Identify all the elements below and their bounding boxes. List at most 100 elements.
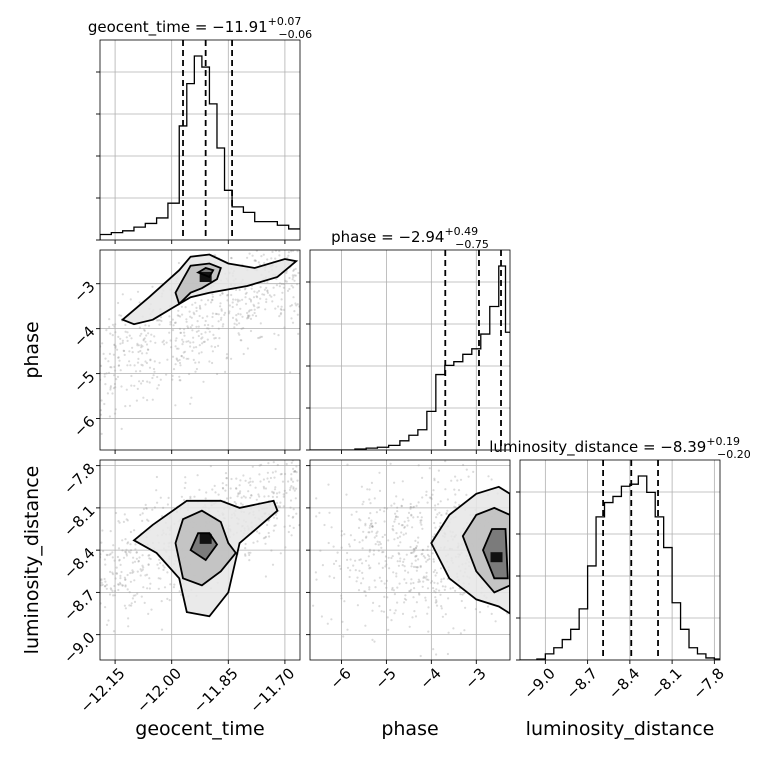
sample-point [143, 337, 146, 340]
sample-point [113, 412, 117, 415]
sample-point [100, 578, 103, 581]
sample-point [211, 298, 214, 301]
sample-point [267, 462, 270, 465]
sample-point [282, 283, 285, 286]
sample-point [127, 550, 130, 553]
sample-point [249, 480, 252, 483]
sample-point [217, 344, 220, 347]
sample-point [407, 519, 410, 522]
sample-point [380, 580, 383, 583]
sample-point [246, 317, 249, 320]
sample-point [360, 485, 363, 488]
sample-point [265, 298, 268, 301]
sample-point [151, 285, 154, 288]
sample-point [252, 303, 255, 306]
sample-point [392, 571, 395, 574]
sample-point [289, 556, 291, 558]
sample-point [387, 539, 390, 542]
sample-point [142, 507, 146, 511]
sample-point [266, 280, 269, 284]
sample-point [517, 504, 519, 506]
sample-point [348, 575, 351, 579]
sample-point [417, 558, 420, 561]
sample-point [210, 301, 213, 304]
sample-point [100, 399, 103, 402]
sample-point [192, 336, 195, 339]
sample-point [401, 524, 404, 527]
sample-point [289, 499, 293, 502]
sample-point [104, 563, 107, 566]
sample-point [295, 512, 298, 515]
sample-point [107, 360, 110, 363]
sample-point [354, 559, 357, 562]
sample-point [412, 506, 415, 509]
title-phase: phase = −2.94+0.49 −0.75 [331, 225, 489, 251]
sample-point [126, 588, 129, 591]
sample-point [141, 519, 144, 523]
sample-point [129, 364, 132, 367]
sample-point [332, 545, 335, 548]
sample-point [225, 357, 228, 360]
sample-point [115, 566, 118, 569]
sample-point [383, 506, 386, 510]
sample-point [529, 466, 531, 468]
sample-point [409, 506, 413, 509]
sample-point [180, 495, 183, 498]
panel-frame [99, 459, 301, 661]
sample-point [263, 495, 266, 498]
sample-point [356, 576, 359, 579]
sample-point [140, 595, 143, 598]
sample-point [169, 583, 172, 586]
x-tick-label: −12.15 [77, 664, 129, 716]
sample-point [271, 250, 274, 253]
sample-point [172, 586, 175, 589]
sample-point [115, 572, 118, 575]
sample-point [278, 254, 281, 257]
sample-point [254, 241, 256, 243]
sample-point [129, 543, 132, 546]
sample-point [440, 514, 443, 517]
sample-point [256, 291, 259, 294]
sample-point [434, 443, 436, 445]
sample-point [141, 379, 144, 383]
sample-point [276, 501, 279, 505]
sample-point [198, 304, 201, 307]
sample-point [378, 471, 381, 474]
sample-point [113, 343, 116, 346]
contour-level-1 [132, 499, 279, 618]
sample-point [247, 490, 250, 493]
sample-point [380, 610, 383, 613]
sample-point [550, 477, 552, 479]
sample-point [206, 327, 209, 330]
sample-point [141, 352, 144, 355]
sample-point [123, 349, 126, 353]
sample-point [294, 302, 297, 305]
sample-point [230, 477, 233, 481]
sample-point [246, 314, 250, 317]
sample-point [184, 481, 187, 484]
sample-point [211, 315, 214, 319]
sample-point [432, 560, 435, 563]
sample-point [169, 321, 172, 324]
sample-point [384, 560, 387, 563]
sample-point [256, 296, 259, 299]
sample-point [137, 560, 140, 563]
sample-point [433, 479, 436, 482]
sample-point [289, 305, 292, 308]
sample-point [211, 488, 214, 491]
x-tick-label: −7.8 [689, 664, 727, 702]
sample-point [367, 555, 370, 558]
sample-point [409, 588, 413, 591]
sample-point [294, 497, 297, 500]
y-tick-label: −4 [70, 322, 98, 350]
sample-point [436, 582, 439, 585]
sample-point [292, 250, 295, 252]
sample-point [439, 521, 442, 525]
sample-point [408, 625, 411, 628]
sample-point [188, 372, 191, 376]
sample-point [459, 593, 462, 596]
sample-point [421, 496, 424, 499]
sample-point [254, 486, 257, 489]
sample-point [144, 324, 147, 327]
sample-point [459, 478, 463, 481]
